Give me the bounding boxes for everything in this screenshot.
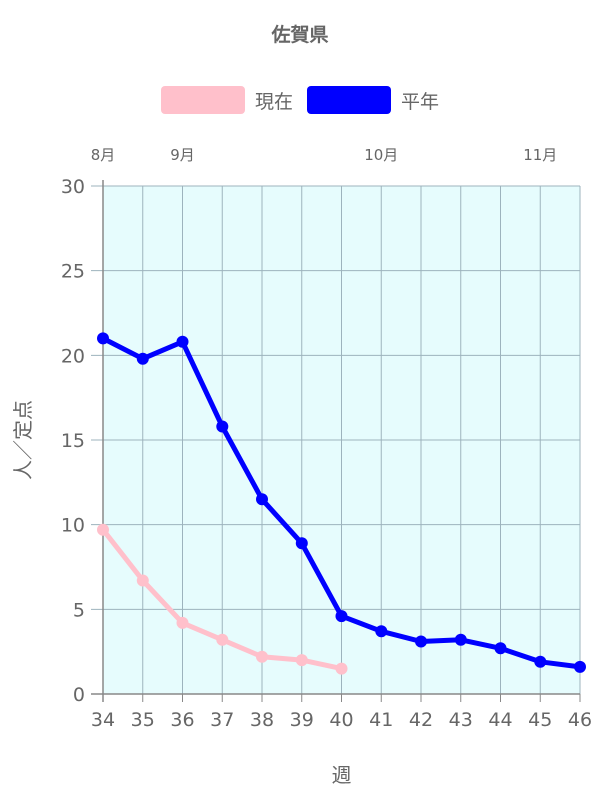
x-tick-label: 43 <box>449 709 473 731</box>
y-tick-label: 5 <box>73 599 85 621</box>
month-label: 8月 <box>91 146 116 164</box>
x-tick-label: 44 <box>488 709 512 731</box>
x-tick-label: 38 <box>250 709 274 731</box>
data-point-current <box>295 654 308 667</box>
data-point-average <box>176 335 189 348</box>
x-tick-label: 46 <box>568 709 592 731</box>
y-tick-label: 20 <box>61 345 85 367</box>
data-point-average <box>494 642 507 655</box>
legend-swatch-current <box>160 86 245 114</box>
data-point-average <box>136 352 149 365</box>
x-tick-label: 35 <box>131 709 155 731</box>
data-point-average <box>534 655 547 668</box>
y-tick-label: 25 <box>61 261 85 283</box>
legend-item-average[interactable]: 平年 <box>307 86 439 114</box>
data-point-current <box>216 633 229 646</box>
data-point-average <box>216 420 229 433</box>
month-label: 11月 <box>523 146 557 164</box>
legend-label-current: 現在 <box>254 90 293 113</box>
month-label: 9月 <box>170 146 195 164</box>
x-tick-label: 40 <box>329 709 353 731</box>
legend-swatch-average <box>307 86 391 114</box>
x-tick-label: 39 <box>290 709 314 731</box>
data-point-current <box>335 662 348 675</box>
data-point-average <box>335 610 348 623</box>
legend-label-average: 平年 <box>401 90 440 113</box>
data-point-current <box>256 650 268 663</box>
data-point-current <box>136 574 149 587</box>
data-point-average <box>574 660 586 673</box>
y-tick-label: 10 <box>61 515 85 537</box>
data-point-average <box>256 493 268 506</box>
y-tick-label: 0 <box>73 684 85 706</box>
legend-item-current[interactable]: 現在 <box>160 86 293 114</box>
y-tick-label: 30 <box>61 176 85 198</box>
x-tick-label: 45 <box>528 709 552 731</box>
data-point-average <box>375 625 388 638</box>
x-tick-label: 36 <box>170 709 194 731</box>
month-label: 10月 <box>364 146 398 164</box>
x-tick-label: 34 <box>91 709 115 731</box>
data-point-average <box>415 635 427 648</box>
data-point-average <box>295 537 308 550</box>
data-point-average <box>97 332 109 345</box>
data-point-average <box>454 633 467 646</box>
legend: 現在 平年 <box>0 86 600 114</box>
x-tick-label: 37 <box>210 709 234 731</box>
y-tick-label: 15 <box>61 430 85 452</box>
x-axis-title: 週 <box>332 763 352 787</box>
data-point-current <box>176 616 189 629</box>
chart-title: 佐賀県 <box>271 24 329 46</box>
data-point-current <box>97 523 109 536</box>
y-axis-title: 人／定点 <box>11 400 35 480</box>
x-tick-label: 42 <box>409 709 433 731</box>
x-tick-label: 41 <box>369 709 393 731</box>
